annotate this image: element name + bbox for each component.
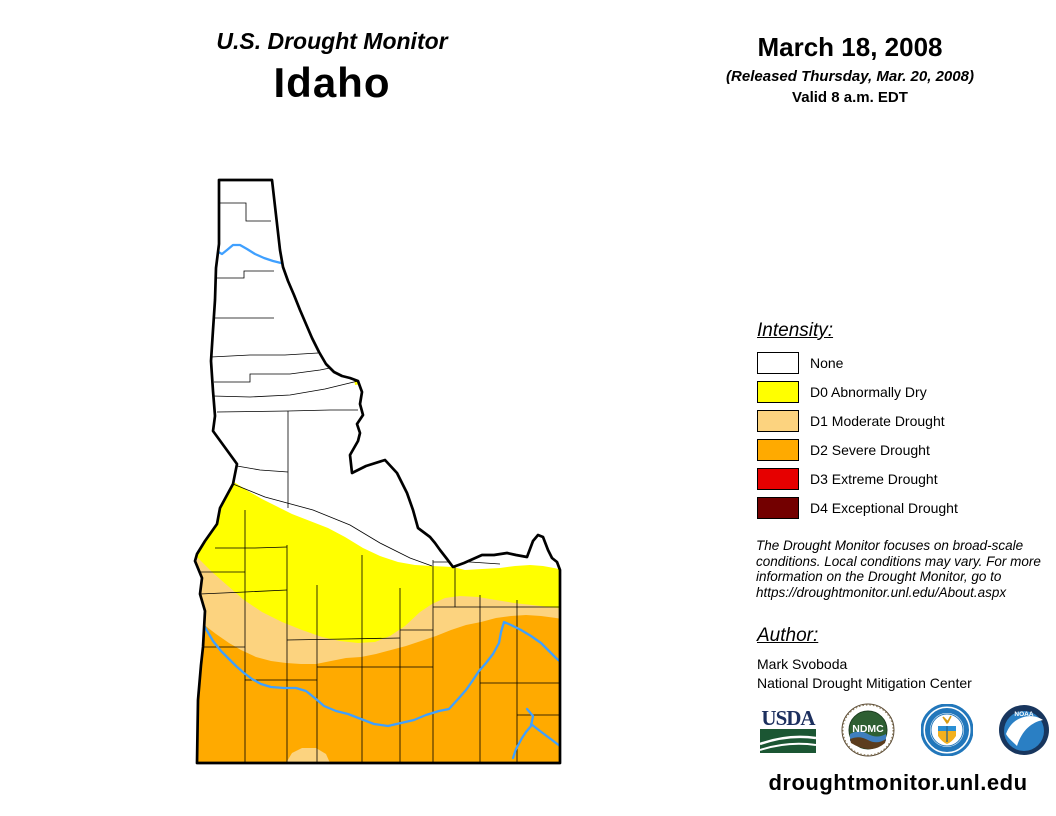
legend-item-d1: D1 Moderate Drought — [757, 410, 958, 432]
map-date: March 18, 2008 — [757, 32, 943, 62]
noaa-logo: NOAA — [998, 704, 1050, 761]
legend-item-d3: D3 Extreme Drought — [757, 468, 958, 490]
author-organization: National Drought Mitigation Center — [757, 675, 972, 691]
author-name: Mark Svoboda — [757, 656, 848, 672]
legend-label: D3 Extreme Drought — [810, 471, 938, 487]
idaho-state-outline — [193, 178, 562, 765]
author-heading: Author: — [757, 625, 819, 646]
drought-monitor-url: droughtmonitor.unl.edu — [768, 770, 1028, 795]
legend-label: D0 Abnormally Dry — [810, 384, 927, 400]
page-title: Idaho — [273, 59, 391, 106]
commerce-seal-logo — [920, 703, 974, 761]
svg-text:NOAA: NOAA — [1014, 711, 1033, 718]
usda-logo: USDA — [759, 706, 817, 757]
legend-swatch-d0 — [757, 381, 799, 403]
river-snake — [198, 616, 560, 728]
county-boundaries — [197, 202, 560, 763]
usda-logo-field — [759, 729, 817, 753]
disclaimer-text: The Drought Monitor focuses on broad-sca… — [756, 538, 1041, 600]
river-southeast-loop — [511, 707, 535, 760]
region-d2-severe-drought — [195, 615, 560, 763]
ndmc-logo-seal: NDMC — [841, 703, 895, 756]
legend-item-d2: D2 Severe Drought — [757, 439, 958, 461]
idaho-drought-map — [193, 178, 562, 765]
commerce-seal-graphic — [920, 703, 974, 756]
report-title: U.S. Drought Monitor — [216, 28, 448, 54]
legend-swatch-d4 — [757, 497, 799, 519]
agency-logos: USDA NDMC — [759, 703, 1050, 761]
river-north — [213, 243, 283, 265]
valid-time: Valid 8 a.m. EDT — [792, 89, 908, 106]
legend-swatch-d1 — [757, 410, 799, 432]
legend-label: None — [810, 355, 844, 371]
header-left: U.S. Drought Monitor Idaho — [166, 28, 498, 107]
legend-label: D1 Moderate Drought — [810, 413, 945, 429]
legend-label: D4 Exceptional Drought — [810, 500, 958, 516]
intensity-legend: None D0 Abnormally Dry D1 Moderate Droug… — [757, 352, 958, 526]
usda-logo-text: USDA — [761, 706, 815, 730]
ndmc-logo: NDMC — [841, 703, 895, 762]
legend-heading: Intensity: — [757, 320, 834, 341]
legend-item-d0: D0 Abnormally Dry — [757, 381, 958, 403]
legend-item-none: None — [757, 352, 958, 374]
svg-text:NDMC: NDMC — [853, 723, 885, 735]
region-d1-bottom-patch — [286, 748, 330, 763]
legend-swatch-d2 — [757, 439, 799, 461]
legend-swatch-d3 — [757, 468, 799, 490]
legend-swatch-none — [757, 352, 799, 374]
legend-label: D2 Severe Drought — [810, 442, 930, 458]
released-date: (Released Thursday, Mar. 20, 2008) — [726, 68, 974, 85]
rivers — [198, 243, 560, 760]
legend-item-d4: D4 Exceptional Drought — [757, 497, 958, 519]
noaa-logo-graphic: NOAA — [998, 704, 1049, 755]
header-right: March 18, 2008 (Released Thursday, Mar. … — [700, 32, 1000, 106]
